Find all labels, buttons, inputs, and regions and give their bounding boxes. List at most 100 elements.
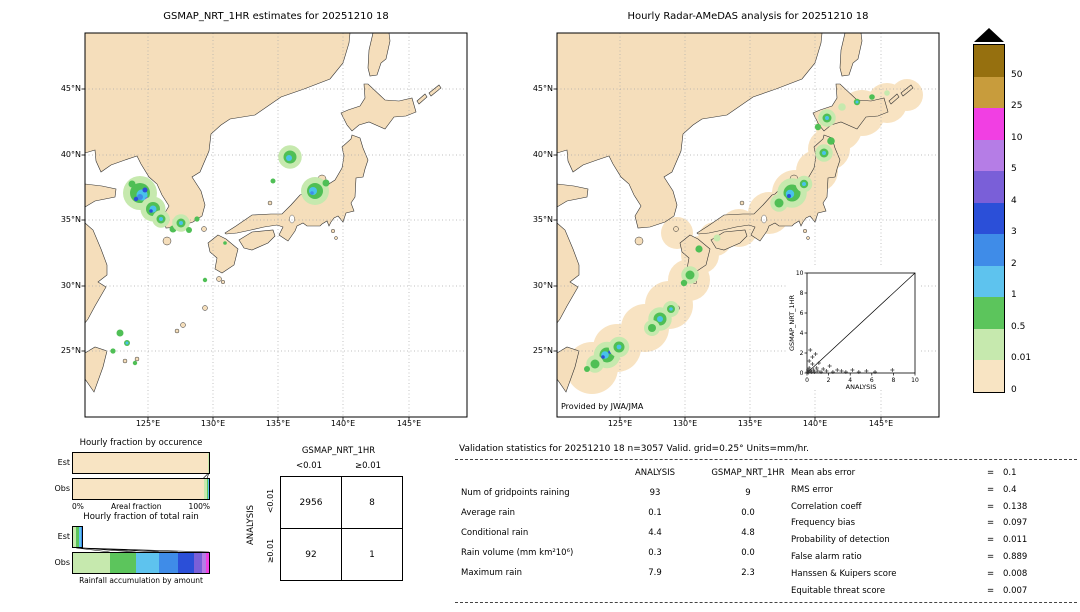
map-canvas: [553, 32, 940, 421]
colorbar-segment: [974, 328, 1004, 360]
metric-line: Probability of detection = 0.011: [791, 535, 1027, 545]
scatter-point: [814, 366, 819, 370]
precip-blob: [814, 123, 822, 131]
precip-blob: [825, 116, 829, 120]
island: [802, 228, 808, 234]
precip-blob: [855, 100, 859, 104]
precip-blob: [616, 344, 622, 350]
precip-blob: [286, 155, 292, 161]
bar-row-label: Est: [57, 458, 70, 467]
lat-tick-label: 30°N: [60, 281, 81, 290]
metric-value: 0.097: [1003, 518, 1028, 529]
colorbar-tick-label: 10: [1011, 132, 1023, 143]
lon-tick-label: 140°E: [802, 419, 828, 428]
totalrain-chart-title: Hourly fraction of total rain: [83, 512, 199, 522]
bar-row: Obs: [50, 478, 210, 500]
bar-segment: [73, 553, 110, 573]
bar-segment: [158, 553, 178, 573]
lat-tick-label: 30°N: [532, 281, 553, 290]
colorbar-segment: [974, 76, 1004, 108]
coastline: [556, 222, 580, 324]
contingency-cell: 2956: [280, 476, 342, 529]
contingency-row-label: ≥0.01: [266, 538, 275, 564]
metric-value: 0.008: [1003, 568, 1028, 579]
lat-tick-label: 40°N: [60, 150, 81, 159]
coastline: [888, 93, 900, 105]
scatter-point: [819, 370, 824, 374]
island: [134, 356, 140, 362]
stacked-bar: [72, 478, 210, 500]
colorbar: 50 25 10 5 4 3 2 1 0.5 0.01 0: [973, 28, 1053, 395]
island: [202, 305, 208, 311]
scatter-point: [821, 367, 826, 371]
island: [122, 358, 128, 364]
precip-blob: [202, 277, 208, 283]
coastline: [340, 83, 417, 132]
inset-x-tick-label: 2: [827, 377, 831, 384]
right-map-title: Hourly Radar-AMeDAS analysis for 2025121…: [627, 11, 869, 22]
island: [634, 236, 644, 246]
inset-y-axis-label: GSMAP_NRT_1HR: [788, 294, 796, 351]
validation-title: Validation statistics for 20251210 18 n=…: [459, 444, 810, 454]
inset-y-tick-label: 4: [800, 330, 804, 337]
validation-col-header: GSMAP_NRT_1HR: [711, 468, 785, 478]
precip-blob: [137, 194, 143, 200]
coastline: [710, 229, 748, 251]
coastline: [416, 93, 428, 105]
scatter-point: [835, 368, 840, 372]
equals-sign: =: [987, 518, 995, 529]
metric-line: Mean abs error = 0.1: [791, 468, 1017, 478]
colorbar-tick-label: 0.5: [1011, 321, 1026, 332]
equals-sign: =: [987, 585, 995, 596]
contingency-row-group: ANALYSIS: [246, 504, 256, 546]
inset-x-tick-label: 8: [891, 377, 895, 384]
island: [220, 279, 226, 285]
scatter-point: [815, 369, 820, 373]
island: [806, 236, 810, 240]
equals-sign: =: [987, 535, 995, 546]
stacked-bar: [72, 452, 210, 474]
contingency-row-label: <0.01: [266, 488, 275, 514]
precip-blob: [827, 137, 835, 145]
metric-value: 0.1: [1003, 468, 1017, 478]
coastline: [207, 234, 239, 274]
metric-label: RMS error: [791, 484, 833, 495]
inset-y-tick-label: 2: [800, 350, 804, 357]
metric-line: Correlation coeff = 0.138: [791, 502, 1027, 512]
x-axis-label: Areal fraction: [110, 502, 162, 511]
precip-blob: [116, 329, 124, 337]
coastline: [428, 84, 442, 97]
bar-row: Obs: [50, 552, 210, 574]
lat-tick-label: 35°N: [532, 215, 553, 224]
island: [673, 226, 679, 232]
overflow-triangle: [974, 28, 1004, 42]
colorbar-segment: [974, 265, 1004, 297]
scatter-point: [873, 370, 878, 374]
colorbar-segment: [974, 234, 1004, 266]
scatter-point: [808, 348, 813, 352]
colorbar-tick-label: 1: [1011, 290, 1017, 300]
precip-blob: [110, 348, 116, 354]
occurrence-chart-bars: Est Obs: [50, 452, 210, 500]
right-map: Provided by JWA/JMA 0 0 2 2 4 4 6 6 8 8 10 10 ANALYS…: [533, 32, 940, 428]
precip-blob: [648, 324, 656, 332]
left-map-title: GSMAP_NRT_1HR estimates for 20251210 18: [163, 11, 389, 22]
stacked-bar: [72, 526, 84, 548]
contingency-col-label: <0.01: [295, 461, 323, 471]
scatter-point: [812, 370, 817, 374]
inset-y-tick-label: 0: [800, 370, 804, 377]
x-max-label: 100%: [188, 502, 210, 511]
scatter-point: [856, 370, 861, 374]
precip-blob: [657, 316, 663, 322]
precip-blob: [133, 196, 139, 202]
colorbar-tick-label: 5: [1011, 164, 1017, 174]
metric-label: Equitable threat score: [791, 585, 886, 596]
validation-col-header: ANALYSIS: [634, 468, 676, 478]
inset-y-tick-label: 6: [800, 310, 804, 317]
lat-tick-label: 35°N: [60, 215, 81, 224]
stat-gsmap-value: 4.8: [741, 528, 755, 538]
scatter-point: [807, 359, 812, 363]
precip-blob: [179, 221, 183, 225]
precip-blob: [802, 182, 806, 186]
map-frame: [556, 32, 940, 418]
